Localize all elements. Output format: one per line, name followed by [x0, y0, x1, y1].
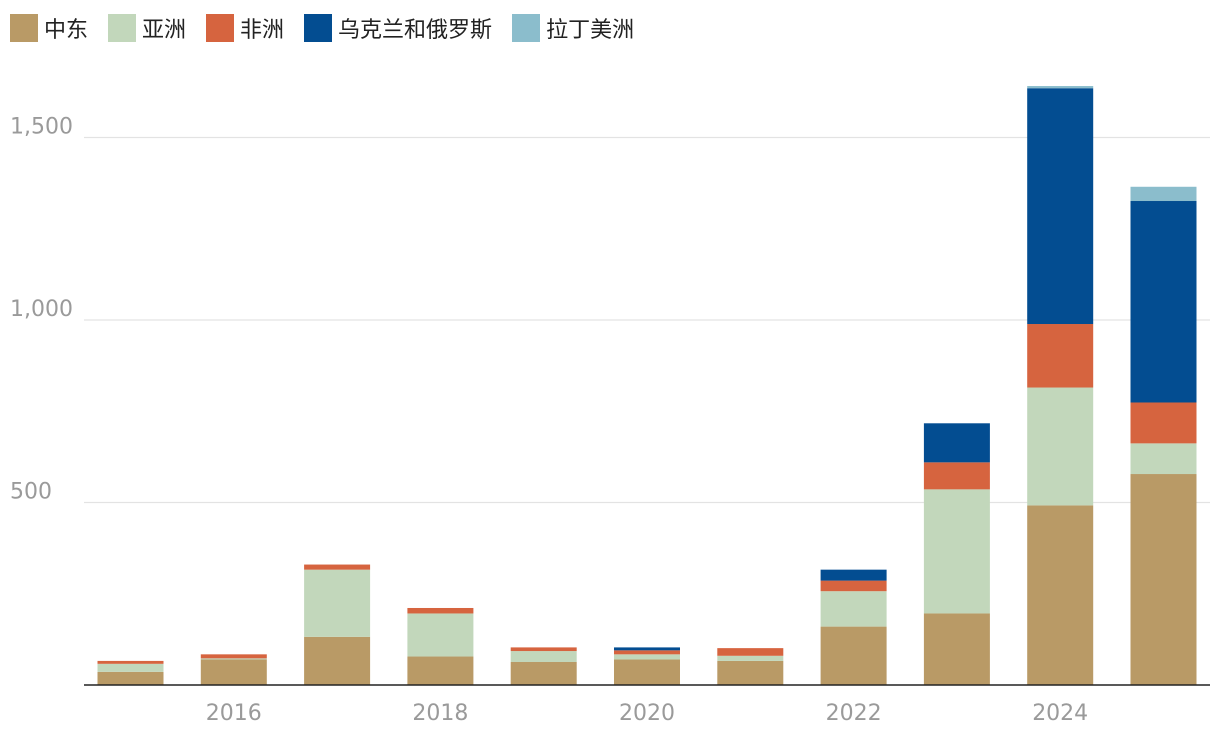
legend-label-ukraine-russia: 乌克兰和俄罗斯 — [338, 18, 493, 43]
bar-2019-middle-east — [510, 662, 577, 685]
bar-2015-asia — [97, 663, 164, 672]
bar-2025-ukraine-russia — [1130, 201, 1197, 403]
bar-2020-middle-east — [614, 659, 680, 685]
bar-2025-middle-east — [1130, 474, 1197, 685]
bar-2018-africa — [407, 607, 474, 614]
bar-2023-africa — [923, 462, 990, 490]
bar-2018-middle-east — [407, 656, 474, 685]
legend-item-latin-america[interactable]: 拉丁美洲 — [512, 12, 634, 44]
bar-2016-middle-east — [200, 659, 267, 685]
x-tick-label-2020: 2020 — [619, 701, 675, 726]
legend-item-ukraine-russia[interactable]: 乌克兰和俄罗斯 — [304, 12, 492, 44]
legend-swatch-ukraine-russia — [304, 14, 333, 42]
legend-swatch-asia — [108, 14, 137, 42]
bar-2023-middle-east — [923, 613, 990, 685]
bar-2021-africa — [717, 648, 784, 656]
bar-2015-middle-east — [97, 671, 164, 685]
bar-2020-ukraine-russia — [614, 647, 680, 651]
bar-2017-asia — [304, 569, 371, 637]
bar-2024-latin-america — [1027, 86, 1094, 89]
bar-2021-middle-east — [717, 660, 784, 685]
bar-2022-africa — [820, 580, 887, 592]
legend-swatch-africa — [206, 14, 235, 42]
legend-label-middle-east: 中东 — [44, 18, 89, 43]
bar-2025-asia — [1130, 443, 1197, 475]
bar-2023-asia — [923, 489, 990, 614]
bar-2024-africa — [1027, 324, 1094, 388]
legend-label-africa: 非洲 — [240, 18, 285, 43]
legend-label-asia: 亚洲 — [142, 18, 187, 43]
bar-2015-africa — [97, 660, 164, 664]
legend-item-asia[interactable]: 亚洲 — [108, 12, 186, 44]
bar-2021-asia — [717, 655, 784, 661]
bar-2019-asia — [510, 651, 577, 663]
x-tick-label-2018: 2018 — [412, 701, 468, 726]
legend-label-latin-america: 拉丁美洲 — [546, 18, 635, 43]
x-tick-label-2016: 2016 — [206, 701, 262, 726]
bar-2024-ukraine-russia — [1027, 88, 1094, 325]
legend-swatch-middle-east — [10, 14, 38, 42]
y-tick-label-1500: 1,500 — [10, 115, 73, 140]
bar-2017-africa — [304, 564, 371, 570]
y-tick-label-1000: 1,000 — [10, 297, 73, 322]
bar-2025-africa — [1130, 402, 1197, 444]
y-tick-label-500: 500 — [10, 480, 52, 505]
bar-2016-asia — [200, 658, 267, 660]
legend-item-middle-east[interactable]: 中东 — [10, 12, 88, 44]
bar-2024-middle-east — [1027, 505, 1094, 685]
bar-2018-asia — [407, 613, 474, 657]
bar-2022-ukraine-russia — [820, 569, 887, 581]
x-tick-label-2024: 2024 — [1032, 701, 1088, 726]
bar-2019-africa — [510, 647, 577, 652]
bar-2023-ukraine-russia — [923, 423, 990, 463]
bar-2024-asia — [1027, 387, 1094, 506]
legend-swatch-latin-america — [512, 14, 541, 42]
bar-2020-asia — [614, 654, 680, 660]
legend-item-africa[interactable]: 非洲 — [206, 12, 284, 44]
bar-2016-africa — [200, 654, 267, 659]
bar-2017-middle-east — [304, 636, 371, 685]
bar-2025-latin-america — [1130, 186, 1197, 202]
bar-2020-africa — [614, 650, 680, 655]
legend: 中东 亚洲 非洲 乌克兰和俄罗斯 拉丁美洲 — [10, 12, 654, 44]
bar-2022-middle-east — [820, 626, 887, 685]
bar-2022-asia — [820, 591, 887, 627]
x-tick-label-2022: 2022 — [826, 701, 882, 726]
